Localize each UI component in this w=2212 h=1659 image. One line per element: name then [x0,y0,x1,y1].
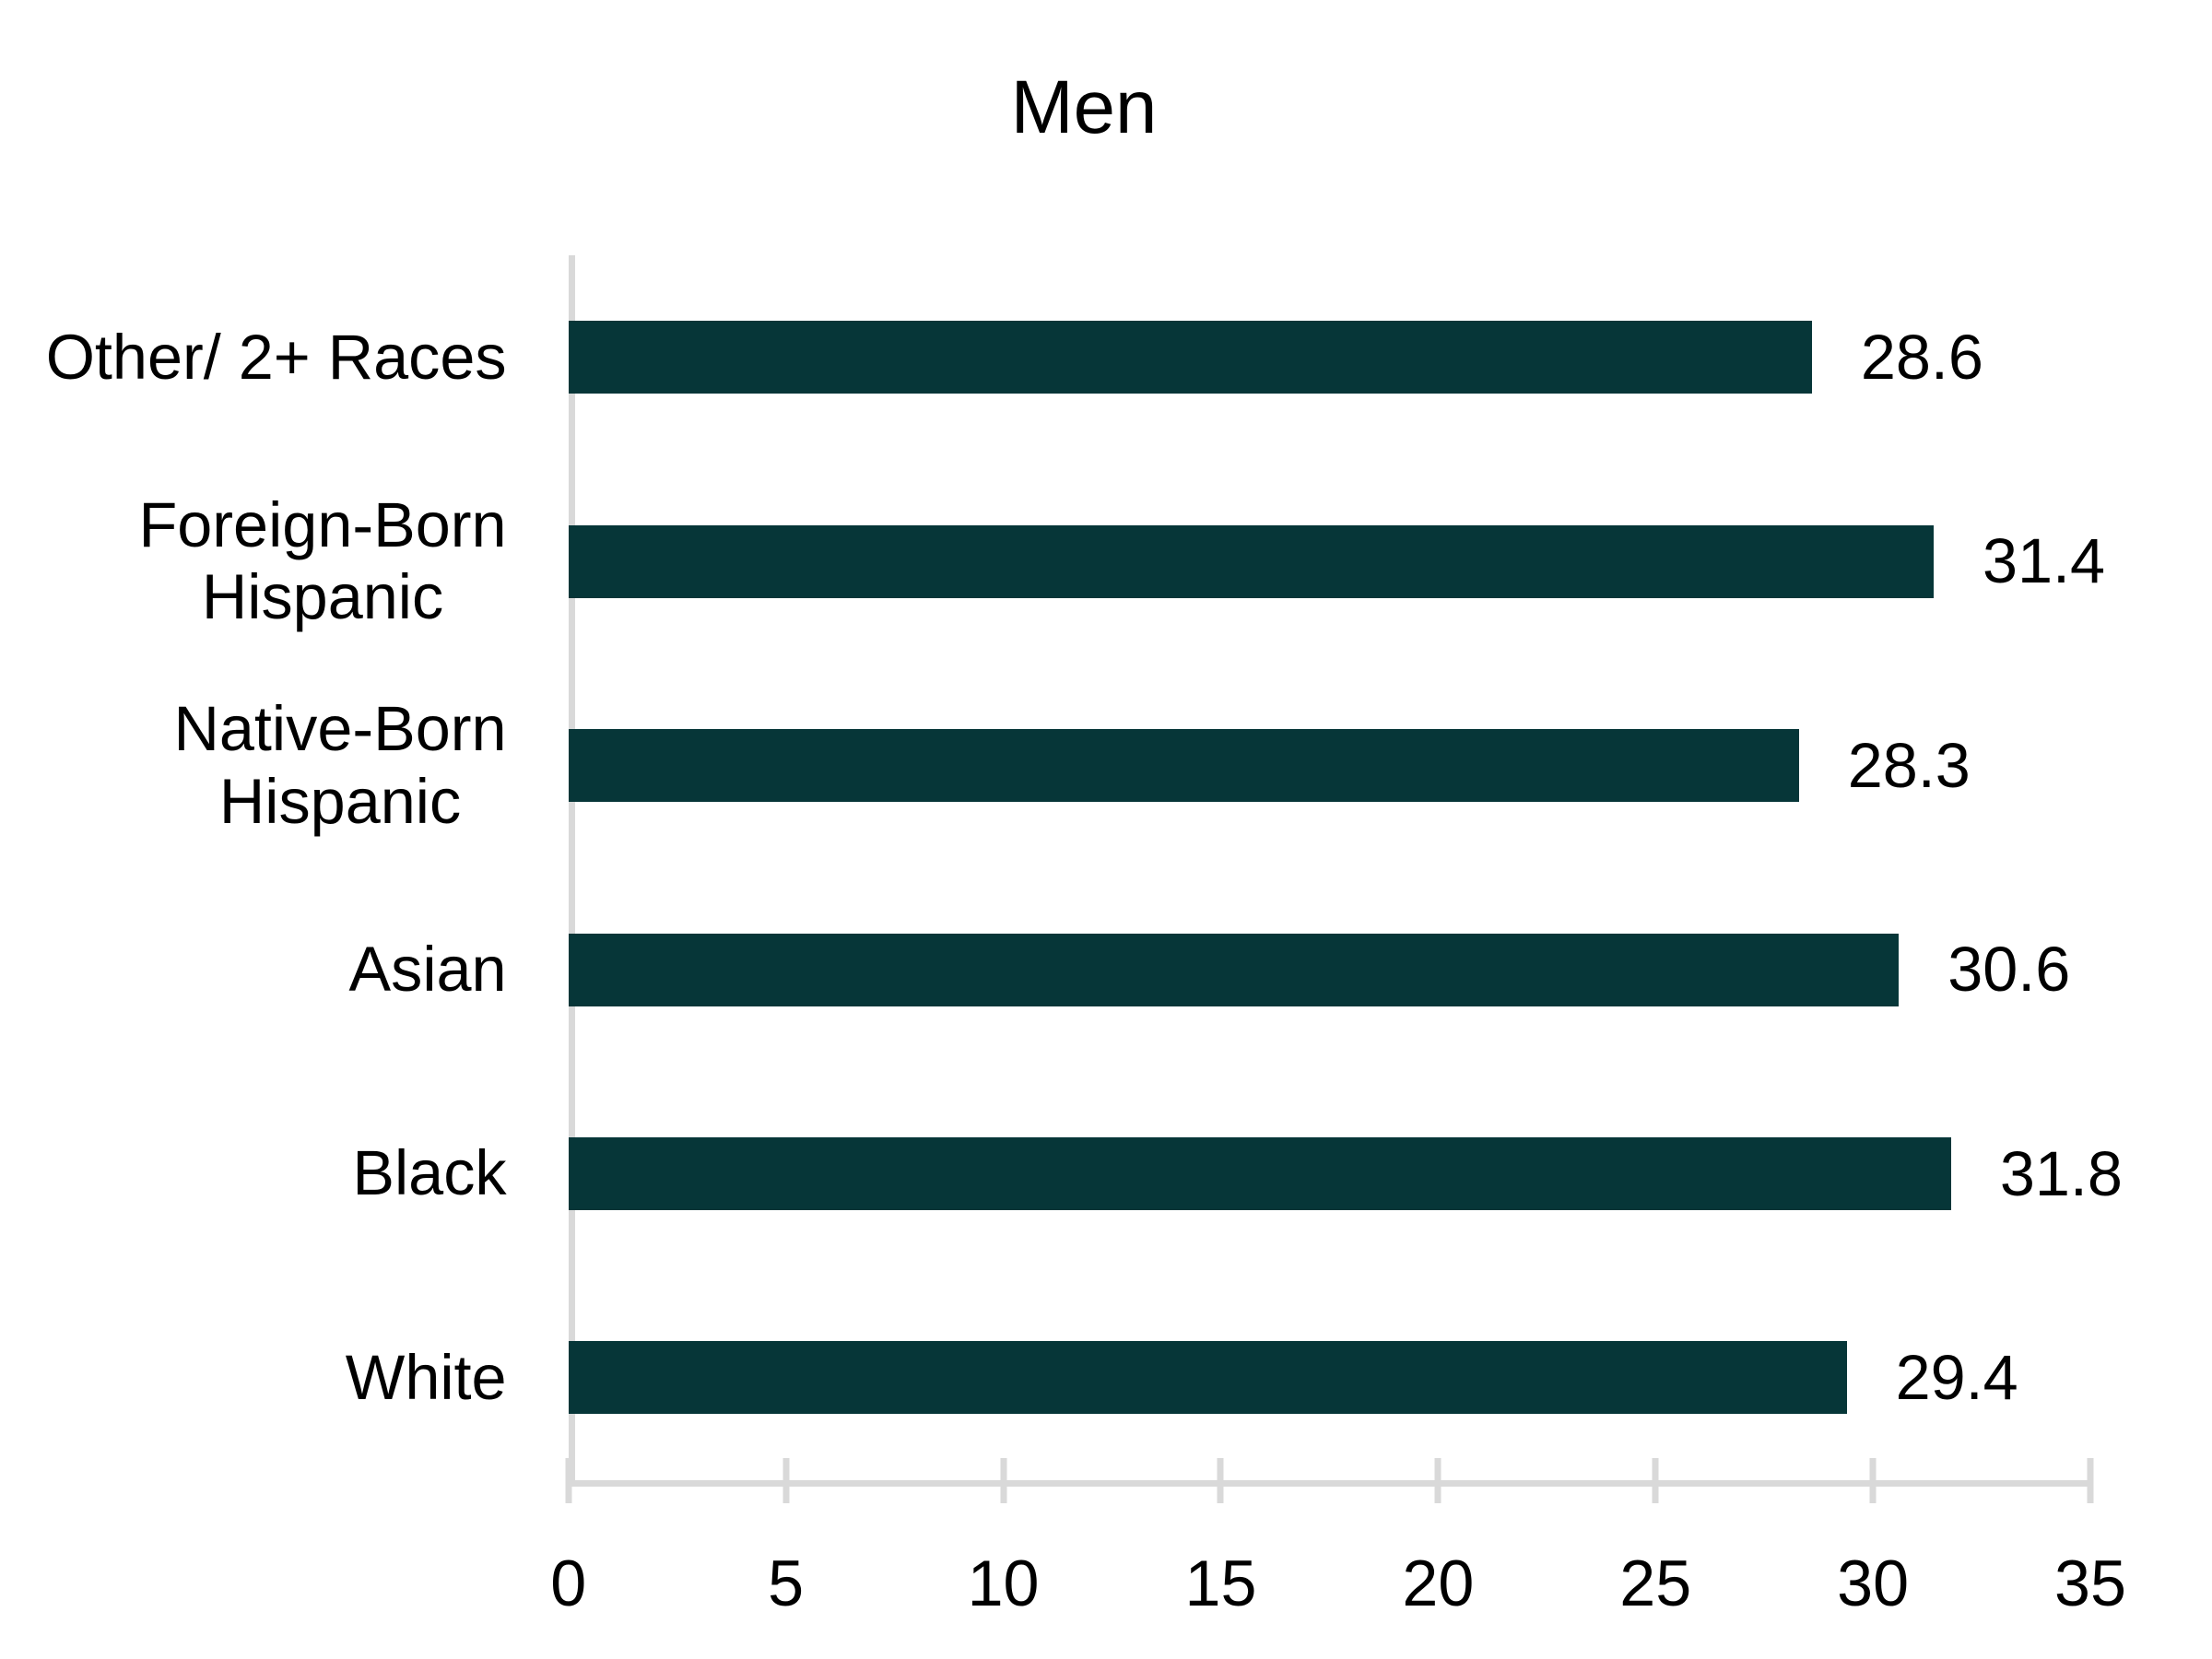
bar [568,933,1900,1006]
category-label-text: Foreign-Born Hispanic [138,489,507,633]
x-tick-label: 30 [1837,1547,1910,1619]
x-tick-label: 5 [768,1547,805,1619]
x-tick [1217,1458,1224,1503]
x-tick [1652,1458,1659,1503]
chart-title: Men [1010,65,1158,150]
x-tick [1000,1458,1007,1503]
category-label-text: Asian [348,934,507,1005]
x-tick-label: 15 [1184,1547,1257,1619]
x-tick [565,1458,572,1503]
category-label-text: White [345,1342,507,1413]
x-tick-label: 25 [1619,1547,1692,1619]
x-tick-label: 20 [1402,1547,1475,1619]
x-axis-line [568,1479,2090,1487]
x-tick-label: 35 [2054,1547,2126,1619]
value-label: 28.3 [1847,730,1971,801]
bar [568,729,1799,803]
value-label: 29.4 [1895,1342,2018,1413]
category-label: Black [0,1072,507,1276]
x-tick [782,1458,790,1503]
bar [568,1341,1847,1415]
category-label: Asian [0,867,507,1071]
category-label-text: Other/ 2+ Races [45,322,507,393]
x-tick-label: 10 [967,1547,1040,1619]
category-label: Foreign-Born Hispanic [0,460,507,664]
category-label: Other/ 2+ Races [0,255,507,459]
x-tick-label: 0 [550,1547,587,1619]
x-tick [2087,1458,2094,1503]
category-label: Native-Born Hispanic [0,664,507,867]
y-axis-line [568,255,575,1480]
value-label: 30.6 [1947,935,2071,1006]
bar [568,524,1935,598]
bar [568,1136,1952,1210]
x-tick [1434,1458,1441,1503]
value-label: 28.6 [1860,322,1983,393]
bar [568,321,1813,394]
value-label: 31.4 [1982,526,2106,597]
x-tick [1869,1458,1877,1503]
value-label: 31.8 [1999,1138,2123,1209]
category-label-text: Black [352,1138,507,1209]
category-label: White [0,1276,507,1479]
category-label-text: Native-Born Hispanic [173,694,507,837]
